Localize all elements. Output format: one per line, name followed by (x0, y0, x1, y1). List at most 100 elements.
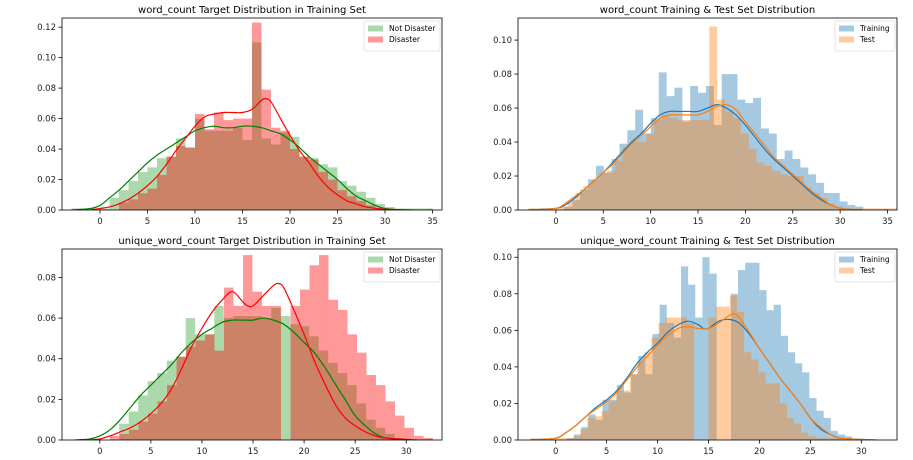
legend-swatch (368, 267, 383, 274)
histogram-bar (242, 316, 253, 440)
histogram-bar (261, 89, 271, 210)
histogram-bar (740, 133, 749, 210)
y-tick-label: 0.12 (37, 23, 56, 33)
histogram-bar (784, 150, 793, 210)
series-training (566, 257, 853, 440)
histogram-bar (635, 109, 644, 210)
x-tick-label: 30 (401, 447, 412, 457)
histogram-bar (185, 318, 196, 440)
histogram-bar (603, 172, 612, 210)
x-tick-label: 25 (332, 217, 343, 227)
histogram-bar (779, 403, 787, 440)
histogram-bar (223, 120, 233, 210)
histogram-bar (224, 287, 234, 440)
histogram-bar (827, 203, 836, 210)
x-tick-label: 0 (553, 217, 558, 227)
histogram-bar (290, 149, 300, 210)
series-training (564, 72, 864, 210)
histogram-bar (404, 427, 415, 440)
histogram-bar (729, 74, 738, 210)
legend-swatch (368, 25, 383, 32)
histogram-bar (759, 290, 767, 440)
histogram-bar (261, 318, 272, 440)
histogram-bar (811, 193, 820, 210)
histogram-bar (623, 392, 632, 440)
kde-line-disaster (89, 282, 417, 440)
histogram-bar (679, 317, 688, 440)
histogram-bar (166, 360, 177, 440)
histogram-bar (186, 346, 196, 440)
axes-frame (517, 17, 898, 211)
x-tick-label: 30 (835, 217, 846, 227)
series-test (528, 26, 897, 210)
histogram-bar (829, 438, 837, 440)
x-tick-label: 5 (148, 447, 153, 457)
y-tick-label: 0.04 (37, 145, 56, 155)
histogram-bar (823, 193, 832, 210)
legend-label: Not Disaster (389, 24, 436, 33)
histogram-bar (737, 312, 745, 440)
histogram-bar (583, 186, 592, 210)
histogram-bar (768, 133, 777, 210)
legend-box (363, 20, 441, 52)
histogram-bar (423, 208, 433, 210)
histogram-bar (729, 295, 738, 440)
histogram-bar (765, 383, 773, 440)
histogram-bar (119, 202, 129, 210)
histogram-bar (271, 305, 282, 440)
histogram-bar (233, 127, 243, 210)
histogram-bar (650, 118, 659, 210)
histogram-bar (666, 323, 674, 440)
histogram-bar (414, 435, 424, 440)
histogram-bar (309, 159, 319, 210)
legend: Training Test (834, 20, 896, 52)
histogram-bar (619, 143, 628, 210)
plot-area (530, 257, 877, 440)
subplot-uwc-traintest: unique_word_count Training & Test Set Di… (493, 236, 898, 457)
histogram-bar (214, 350, 225, 440)
x-tick-label: 5 (604, 447, 609, 457)
histogram-bar (702, 257, 710, 440)
histogram-bar (119, 423, 129, 440)
y-tick-label: 0.00 (493, 436, 512, 446)
histogram-bar (319, 255, 329, 440)
histogram-bar (815, 438, 823, 440)
histogram-bar (855, 206, 864, 210)
plot-area (71, 22, 433, 210)
chart-title: word_count Target Distribution in Traini… (138, 5, 366, 16)
histogram-bar (787, 352, 796, 440)
histogram-bar (803, 187, 812, 210)
histogram-bar (138, 193, 148, 210)
series-disaster (119, 22, 395, 210)
histogram-bar (166, 156, 176, 210)
histogram-bar (708, 317, 716, 440)
x-tick-label: 15 (703, 447, 714, 457)
legend-swatch (368, 256, 383, 263)
histogram-bar (607, 170, 615, 210)
histogram-bar (129, 429, 139, 440)
histogram-bar (271, 127, 281, 210)
histogram-bar (157, 174, 167, 210)
histogram-bar (242, 139, 252, 210)
histogram-bar (552, 208, 560, 210)
legend-box (363, 251, 441, 283)
histogram-bar (709, 273, 717, 440)
x-tick-label: 35 (882, 217, 893, 227)
kde-line-test (527, 103, 888, 210)
y-tick-label: 0.04 (493, 363, 512, 373)
histogram-bar (309, 158, 319, 210)
histogram-bar (780, 174, 788, 210)
histogram-bar (318, 164, 328, 210)
histogram-bar (795, 176, 804, 210)
histogram-bar (808, 436, 816, 440)
histogram-bar (299, 156, 309, 210)
x-tick-label: 15 (248, 447, 259, 457)
histogram-bar (214, 112, 224, 210)
kde-line-test (530, 313, 877, 440)
histogram-bar (567, 201, 576, 210)
histogram-bar (787, 176, 796, 210)
histogram-bar (756, 162, 765, 210)
histogram-bar (176, 138, 186, 210)
histogram-bar (659, 304, 667, 440)
histogram-bar (645, 374, 653, 440)
